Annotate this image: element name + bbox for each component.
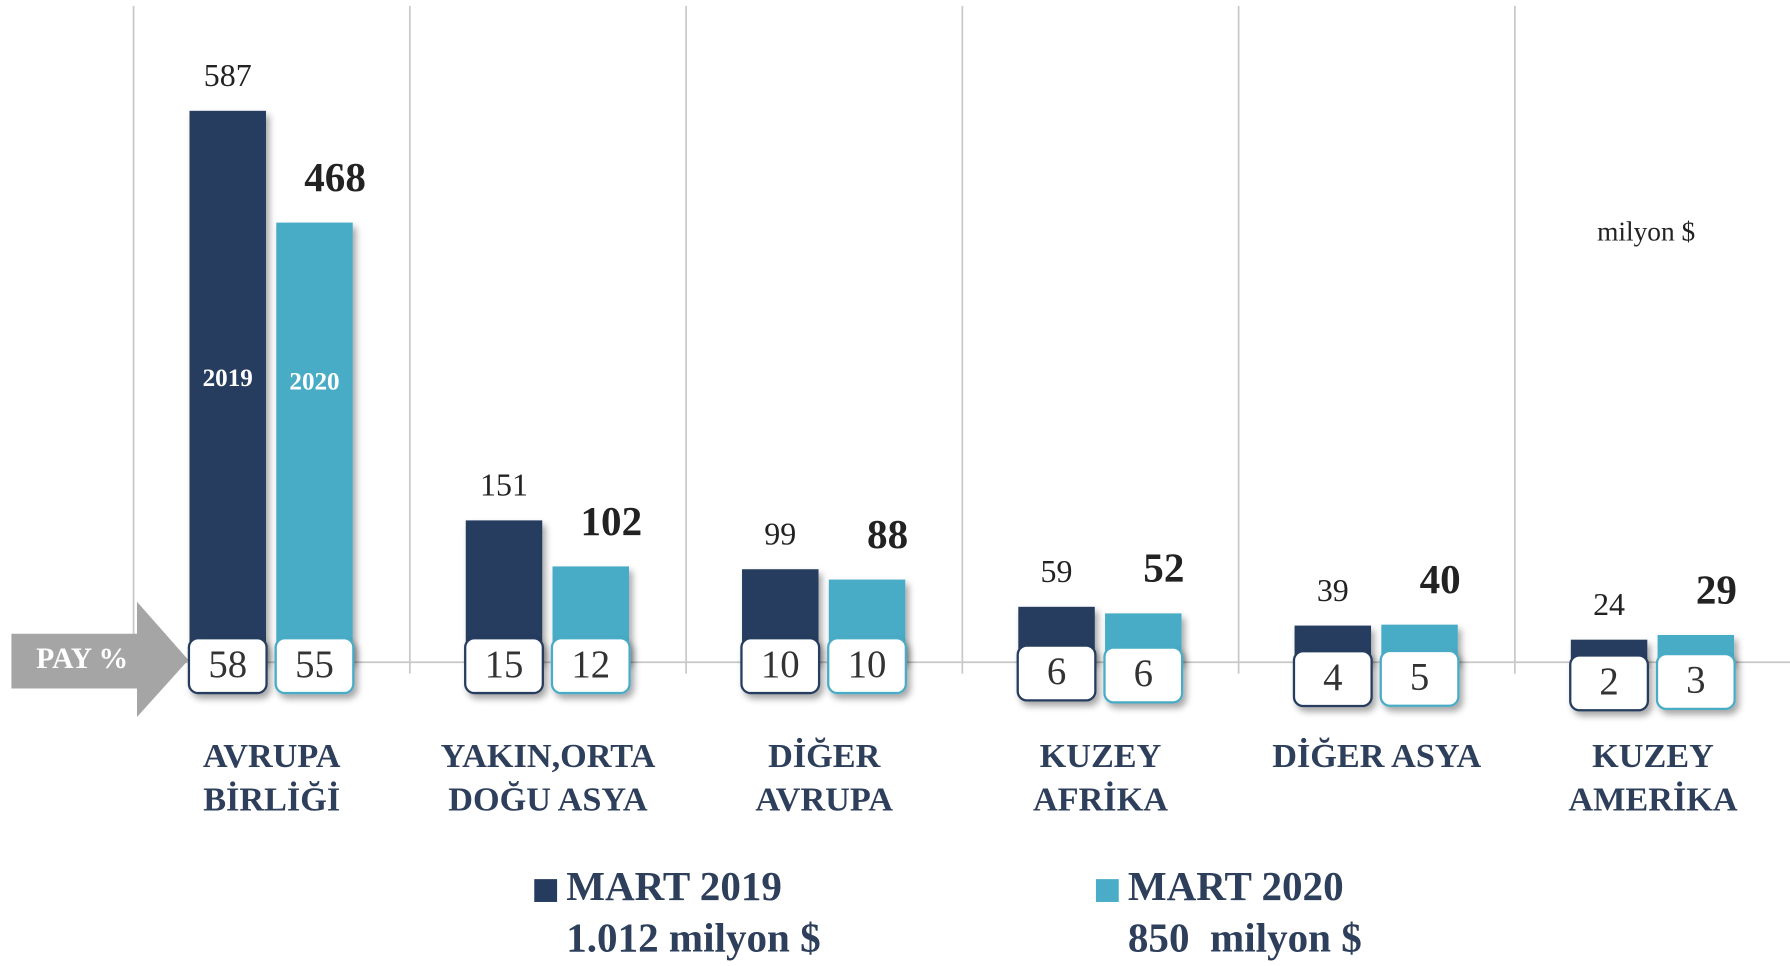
- share-box: [464, 637, 544, 695]
- x-tick-label: DOĞU ASYA: [448, 781, 648, 819]
- value-label: 468: [304, 154, 366, 200]
- value-label: 99: [764, 517, 796, 552]
- share-box: [827, 637, 907, 695]
- legend-swatch: [1095, 879, 1119, 902]
- value-label: 52: [1143, 545, 1184, 591]
- share-value: 55: [295, 643, 334, 686]
- value-label: 24: [1593, 587, 1625, 622]
- share-value: 58: [208, 643, 247, 686]
- legend-total: 850 milyon $: [1128, 914, 1362, 960]
- x-tick-label: AFRİKA: [1033, 781, 1168, 819]
- value-label: 151: [480, 468, 528, 503]
- share-label: PAY %: [36, 643, 128, 675]
- legend-total: 1.012 milyon $: [566, 914, 820, 960]
- value-label: 29: [1696, 566, 1737, 612]
- share-box: [1292, 650, 1373, 708]
- x-tick-label: KUZEY: [1040, 737, 1162, 775]
- share-value: 10: [761, 643, 800, 686]
- share-value: 2: [1599, 660, 1618, 703]
- share-value: 6: [1047, 650, 1066, 693]
- share-value: 10: [848, 643, 887, 686]
- share-box: [550, 637, 631, 695]
- value-label: 102: [581, 498, 643, 544]
- share-value: 5: [1410, 656, 1429, 699]
- x-tick-label: YAKIN,ORTA: [441, 737, 656, 775]
- legend-label: MART 2020: [1128, 863, 1344, 909]
- x-tick-label: BİRLİĞİ: [203, 781, 340, 819]
- share-box: [740, 637, 821, 695]
- bar: [189, 110, 266, 663]
- x-tick-label: DİĞER ASYA: [1272, 737, 1481, 775]
- x-tick-label: KUZEY: [1592, 737, 1714, 775]
- x-tick-label: AVRUPA: [203, 737, 341, 775]
- share-box: [1655, 652, 1736, 710]
- value-label: 39: [1317, 573, 1349, 608]
- x-tick-label: AMERİKA: [1568, 781, 1738, 819]
- bar: [276, 222, 353, 663]
- share-box: [274, 637, 355, 695]
- x-tick-label: AVRUPA: [755, 781, 893, 819]
- share-box: [1569, 654, 1650, 712]
- share-box: [1379, 649, 1460, 707]
- share-box: [1016, 644, 1097, 702]
- share-arrow: [11, 601, 189, 718]
- share-value: 6: [1134, 652, 1153, 695]
- value-label: 587: [204, 58, 252, 93]
- share-value: 3: [1686, 659, 1705, 702]
- value-label: 59: [1041, 554, 1073, 589]
- share-value: 15: [485, 643, 524, 686]
- share-value: 4: [1323, 656, 1342, 699]
- x-tick-label: DİĞER: [768, 737, 882, 775]
- bar-label: 2020: [289, 368, 339, 395]
- value-label: 88: [867, 511, 908, 557]
- share-box: [1103, 646, 1184, 704]
- legend-swatch: [534, 879, 558, 902]
- value-label: 40: [1420, 556, 1461, 602]
- bar-label: 2019: [203, 365, 253, 392]
- share-box: [187, 637, 268, 695]
- unit-label: milyon $: [1597, 216, 1695, 246]
- legend-label: MART 2019: [566, 863, 782, 909]
- share-value: 12: [571, 643, 610, 686]
